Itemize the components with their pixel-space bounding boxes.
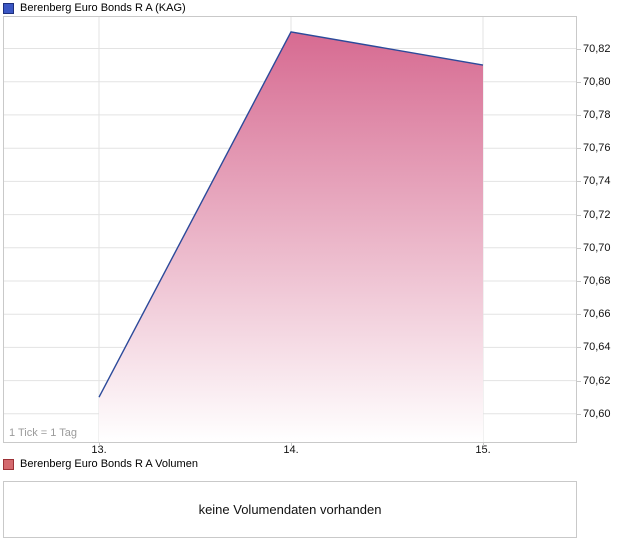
- y-tick-label: 70,78: [583, 108, 611, 121]
- volume-empty-message: keine Volumendaten vorhanden: [198, 502, 382, 517]
- y-tick-label: 70,72: [583, 208, 611, 221]
- price-legend-swatch-icon: [3, 2, 14, 14]
- y-tick-mark: [577, 81, 581, 83]
- price-legend: Berenberg Euro Bonds R A (KAG): [3, 2, 186, 14]
- y-tick-label: 70,64: [583, 341, 611, 354]
- y-tick-mark: [577, 247, 581, 249]
- y-tick-label: 70,76: [583, 142, 611, 155]
- y-tick-mark: [577, 347, 581, 349]
- x-tick-label: 13.: [91, 444, 107, 456]
- y-tick-mark: [577, 280, 581, 282]
- price-plot-area: 1 Tick = 1 Tag: [3, 16, 577, 443]
- y-tick-label: 70,70: [583, 241, 611, 254]
- y-tick-mark: [577, 148, 581, 150]
- price-legend-label: Berenberg Euro Bonds R A (KAG): [20, 2, 186, 14]
- x-tick-mark: [99, 443, 100, 446]
- x-tick-label: 15.: [475, 444, 491, 456]
- y-tick-label: 70,82: [583, 42, 611, 55]
- y-tick-mark: [577, 114, 581, 116]
- volume-legend-swatch-icon: [3, 458, 14, 470]
- x-tick-mark: [291, 443, 292, 446]
- x-tick-label: 14.: [283, 444, 299, 456]
- tick-interval-note: 1 Tick = 1 Tag: [9, 427, 77, 439]
- y-tick-label: 70,74: [583, 175, 611, 188]
- y-tick-mark: [577, 314, 581, 316]
- volume-legend-label: Berenberg Euro Bonds R A Volumen: [20, 458, 198, 470]
- volume-legend: Berenberg Euro Bonds R A Volumen: [3, 458, 198, 470]
- y-tick-label: 70,66: [583, 308, 611, 321]
- y-tick-label: 70,60: [583, 407, 611, 420]
- y-tick-mark: [577, 214, 581, 216]
- y-tick-mark: [577, 181, 581, 183]
- y-tick-label: 70,62: [583, 374, 611, 387]
- y-tick-mark: [577, 380, 581, 382]
- y-tick-mark: [577, 413, 581, 415]
- y-tick-label: 70,80: [583, 75, 611, 88]
- volume-panel: keine Volumendaten vorhanden: [3, 481, 577, 538]
- x-tick-mark: [483, 443, 484, 446]
- price-area-chart: [4, 17, 576, 442]
- y-tick-label: 70,68: [583, 274, 611, 287]
- y-tick-mark: [577, 48, 581, 50]
